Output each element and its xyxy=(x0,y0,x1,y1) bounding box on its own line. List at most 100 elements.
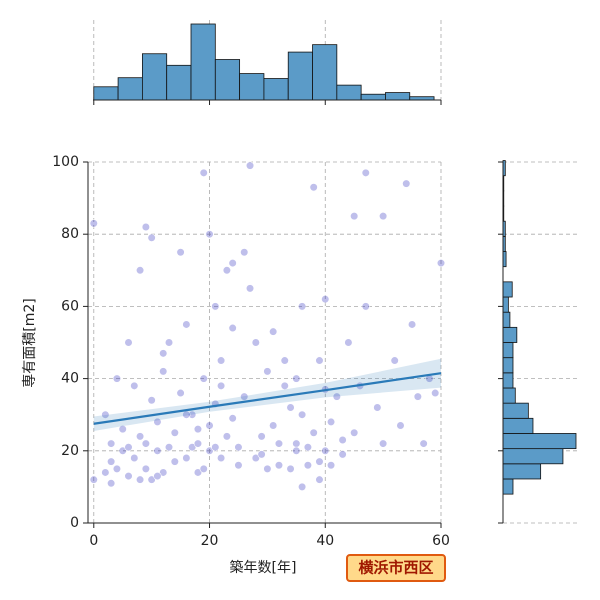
scatter-point xyxy=(263,367,272,376)
x-hist-bar xyxy=(287,51,313,101)
scatter-point xyxy=(141,439,150,448)
scatter-point xyxy=(280,381,289,390)
badge: 横浜市西区 xyxy=(358,559,433,577)
scatter-point xyxy=(228,414,237,423)
scatter-point xyxy=(407,320,417,329)
scatter-point xyxy=(124,338,133,347)
scatter-point xyxy=(159,468,168,477)
scatter-point xyxy=(332,392,341,401)
scatter-point xyxy=(101,468,110,477)
scatter-point xyxy=(228,258,237,268)
y-hist-bar xyxy=(502,326,518,343)
y-tick-label: 40 xyxy=(61,371,79,387)
scatter-point xyxy=(274,461,284,470)
x-hist-bar xyxy=(263,78,289,101)
scatter-point xyxy=(176,388,185,398)
scatter-point xyxy=(350,428,359,437)
x-hist-bar xyxy=(190,23,216,101)
y-hist-bar xyxy=(502,478,514,495)
scatter-point xyxy=(263,464,272,473)
y-hist-bar xyxy=(502,402,529,419)
y-tick-label: 0 xyxy=(70,515,79,531)
y-hist-bar xyxy=(502,357,514,374)
y-hist-bar xyxy=(502,311,511,328)
scatter-point xyxy=(274,439,284,448)
scatter-point xyxy=(286,403,295,412)
y-axis-label: 専有面積[m2] xyxy=(22,298,38,387)
x-hist-bar xyxy=(385,92,411,101)
scatter-point xyxy=(147,475,156,484)
scatter-point xyxy=(379,439,388,448)
scatter-point xyxy=(257,432,266,441)
scatter-point xyxy=(112,374,122,383)
scatter-point xyxy=(350,212,359,221)
scatter-point xyxy=(292,439,301,448)
y-hist-bar xyxy=(502,372,514,389)
scatter-point xyxy=(419,439,428,448)
scatter-point xyxy=(361,168,370,177)
scatter-point xyxy=(234,443,243,452)
x-axis-label: 築年数[年] xyxy=(230,560,297,576)
scatter-point xyxy=(101,410,110,419)
scatter-point xyxy=(107,479,116,488)
scatter-point xyxy=(292,374,301,383)
scatter-point xyxy=(153,446,162,455)
scatter-point xyxy=(159,367,168,376)
scatter-point xyxy=(141,464,150,473)
scatter-point xyxy=(280,356,289,365)
x-hist-bar xyxy=(360,93,386,101)
scatter-point xyxy=(135,266,145,275)
scatter-point xyxy=(292,446,301,455)
regression-line xyxy=(93,372,442,425)
scatter-point xyxy=(321,446,330,455)
x-hist-bar xyxy=(312,44,338,101)
scatter-point xyxy=(251,338,260,347)
scatter-point xyxy=(338,435,347,445)
scatter-point xyxy=(182,320,191,329)
scatter-point xyxy=(338,450,347,459)
scatter-point xyxy=(298,302,307,311)
scatter-point xyxy=(251,453,260,463)
scatter-point xyxy=(193,439,203,448)
scatter-point xyxy=(413,392,422,401)
y-hist-bar xyxy=(502,417,534,434)
scatter-point xyxy=(118,425,127,434)
scatter-point xyxy=(89,219,98,228)
scatter-point xyxy=(315,475,324,484)
scatter-point xyxy=(130,453,139,463)
scatter-point xyxy=(298,410,307,419)
scatter-point xyxy=(228,323,237,333)
scatter-point xyxy=(124,471,133,481)
y-hist-bar xyxy=(502,281,513,298)
scatter-point xyxy=(164,338,174,347)
scatter-point xyxy=(436,258,446,268)
y-hist-bar xyxy=(502,433,577,450)
scatter-point xyxy=(216,381,226,390)
x-hist-bar xyxy=(214,59,241,101)
scatter-point xyxy=(321,295,330,304)
scatter-point xyxy=(107,439,116,448)
scatter-point xyxy=(170,457,179,466)
scatter-point xyxy=(153,471,162,481)
scatter-point xyxy=(188,410,197,419)
scatter-point xyxy=(402,179,411,188)
scatter-point xyxy=(135,432,145,441)
scatter-point xyxy=(112,464,122,473)
scatter-point xyxy=(240,248,249,257)
y-hist-bar xyxy=(502,342,514,359)
scatter-point xyxy=(431,388,440,398)
scatter-point xyxy=(286,464,295,473)
x-hist-bar xyxy=(141,53,168,101)
x-hist-bar xyxy=(336,84,362,101)
scatter-point xyxy=(193,425,203,434)
x-hist-bar xyxy=(239,73,265,101)
y-hist-bar xyxy=(502,448,564,465)
scatter-point xyxy=(159,349,168,358)
confidence-band xyxy=(93,358,441,431)
scatter-point xyxy=(298,482,307,492)
x-tick-label: 40 xyxy=(316,533,334,549)
scatter-point xyxy=(135,475,145,484)
x-hist-bar xyxy=(166,64,192,101)
scatter-point xyxy=(89,475,98,484)
scatter-point xyxy=(118,446,127,455)
